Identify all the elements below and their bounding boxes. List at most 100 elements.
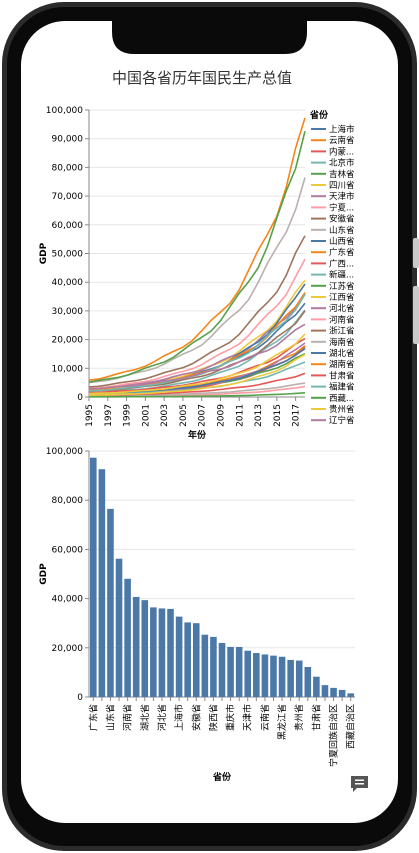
legend-label: 河南省: [329, 314, 355, 325]
legend-label: 山西省: [329, 236, 355, 247]
x-tick-label: 2003: [160, 404, 170, 427]
bar: [227, 646, 234, 697]
legend-label: 天津市: [329, 191, 355, 202]
bar: [304, 666, 312, 697]
x-tick-label: 云南省: [259, 704, 271, 731]
bar: [167, 608, 174, 697]
legend-label: 河北省: [329, 303, 355, 314]
x-tick-label: 广东省: [87, 704, 99, 731]
bar: [98, 469, 106, 697]
x-tick-label: 2013: [254, 404, 264, 427]
x-tick-label: 1995: [85, 404, 95, 427]
bar: [330, 687, 337, 697]
y-tick-label: 0: [77, 693, 83, 703]
x-tick-label: 陕西省: [207, 704, 219, 731]
series-line: [88, 235, 306, 388]
legend-label: 浙江省: [329, 326, 355, 337]
y-tick-label: 70,000: [52, 192, 84, 202]
series-line: [88, 333, 306, 395]
phone-side-button: [413, 238, 419, 268]
x-axis-title: 年份: [188, 429, 207, 441]
legend-label: 山东省: [329, 225, 355, 236]
y-tick-label: 0: [77, 393, 83, 403]
bar: [338, 689, 346, 697]
x-tick-label: 2009: [216, 404, 226, 427]
y-axis-title: GDP: [39, 563, 49, 585]
bar: [192, 623, 200, 697]
bar: [132, 596, 140, 697]
y-tick-label: 80,000: [52, 496, 84, 506]
bar: [278, 656, 286, 697]
x-tick-label: 2017: [292, 404, 302, 427]
y-tick-label: 100,000: [46, 447, 83, 457]
series-line: [88, 323, 306, 390]
series-line: [88, 353, 306, 396]
bar: [184, 622, 191, 697]
y-tick-label: 40,000: [52, 278, 84, 288]
series-line: [88, 117, 306, 381]
x-tick-label: 1997: [104, 404, 114, 427]
bar: [201, 634, 209, 697]
bar: [295, 660, 303, 697]
x-tick-label: 河北省: [156, 704, 168, 731]
feedback-button[interactable]: [351, 776, 368, 792]
legend-label: 北京市: [329, 158, 355, 169]
phone-side-button: [413, 286, 419, 344]
x-tick-label: 山东省: [104, 704, 116, 731]
x-tick-label: 2001: [141, 404, 151, 427]
x-tick-label: 黑龙江省: [276, 704, 288, 740]
bar-chart: 0 20,000 40,000 60,000 80,000 100,000 广东省 山东省 河南…: [39, 447, 357, 783]
legend-label: 江西省: [329, 292, 355, 303]
bar: [261, 654, 269, 697]
bar: [253, 653, 260, 697]
y-tick-label: 60,000: [52, 545, 84, 555]
x-tick-label: 2005: [179, 404, 189, 427]
legend-label: 内蒙...: [329, 146, 354, 157]
y-tick-label: 30,000: [52, 307, 84, 317]
bar: [270, 655, 277, 697]
x-tick-label: 天津市: [242, 704, 254, 731]
bar: [90, 457, 97, 697]
legend-title: 省份: [309, 109, 329, 121]
y-tick-label: 60,000: [52, 221, 84, 231]
x-tick-label: 河南省: [122, 704, 134, 731]
bar: [175, 616, 183, 697]
series-line: [89, 392, 306, 398]
legend-label: 新疆...: [329, 270, 354, 281]
legend-label: 宁夏...: [329, 202, 354, 213]
line-chart: 0 10,000 20,000 30,000 40,000 50,000 60,000 70,…: [39, 106, 355, 441]
y-tick-label: 100,000: [46, 106, 83, 116]
phone-notch: [112, 21, 307, 54]
x-tick-label: 甘肃省: [310, 704, 322, 731]
x-tick-label: 宁夏回族自治区: [328, 704, 340, 767]
bar: [218, 642, 226, 697]
x-tick-label: 2007: [198, 404, 208, 427]
legend-label: 江苏省: [329, 281, 355, 292]
bar: [287, 659, 294, 697]
y-tick-label: 40,000: [52, 595, 84, 605]
bar: [347, 693, 354, 697]
bar: [321, 685, 329, 697]
x-tick-label: 2015: [273, 404, 283, 427]
legend-label: 甘肃省: [329, 370, 355, 381]
x-tick-label: 安徽省: [190, 704, 202, 731]
legend-label: 上海市: [329, 124, 355, 135]
y-tick-label: 20,000: [52, 644, 84, 654]
x-tick-label: 西藏自治区: [345, 704, 357, 749]
bar: [107, 508, 114, 697]
chat-line: [355, 783, 364, 785]
legend-label: 四川省: [329, 180, 355, 191]
x-tick-label: 2011: [235, 404, 245, 427]
legend-label: 湖北省: [329, 348, 355, 359]
legend-label: 湖南省: [329, 359, 355, 370]
y-tick-label: 20,000: [52, 336, 84, 346]
bar: [158, 608, 166, 697]
legend-label: 广西...: [329, 258, 354, 269]
x-axis-title: 省份: [212, 771, 232, 783]
bar: [124, 578, 131, 697]
x-tick-label: 重庆市: [225, 704, 237, 731]
series-line: [88, 258, 306, 390]
bar: [141, 600, 149, 697]
series-line: [88, 131, 306, 383]
